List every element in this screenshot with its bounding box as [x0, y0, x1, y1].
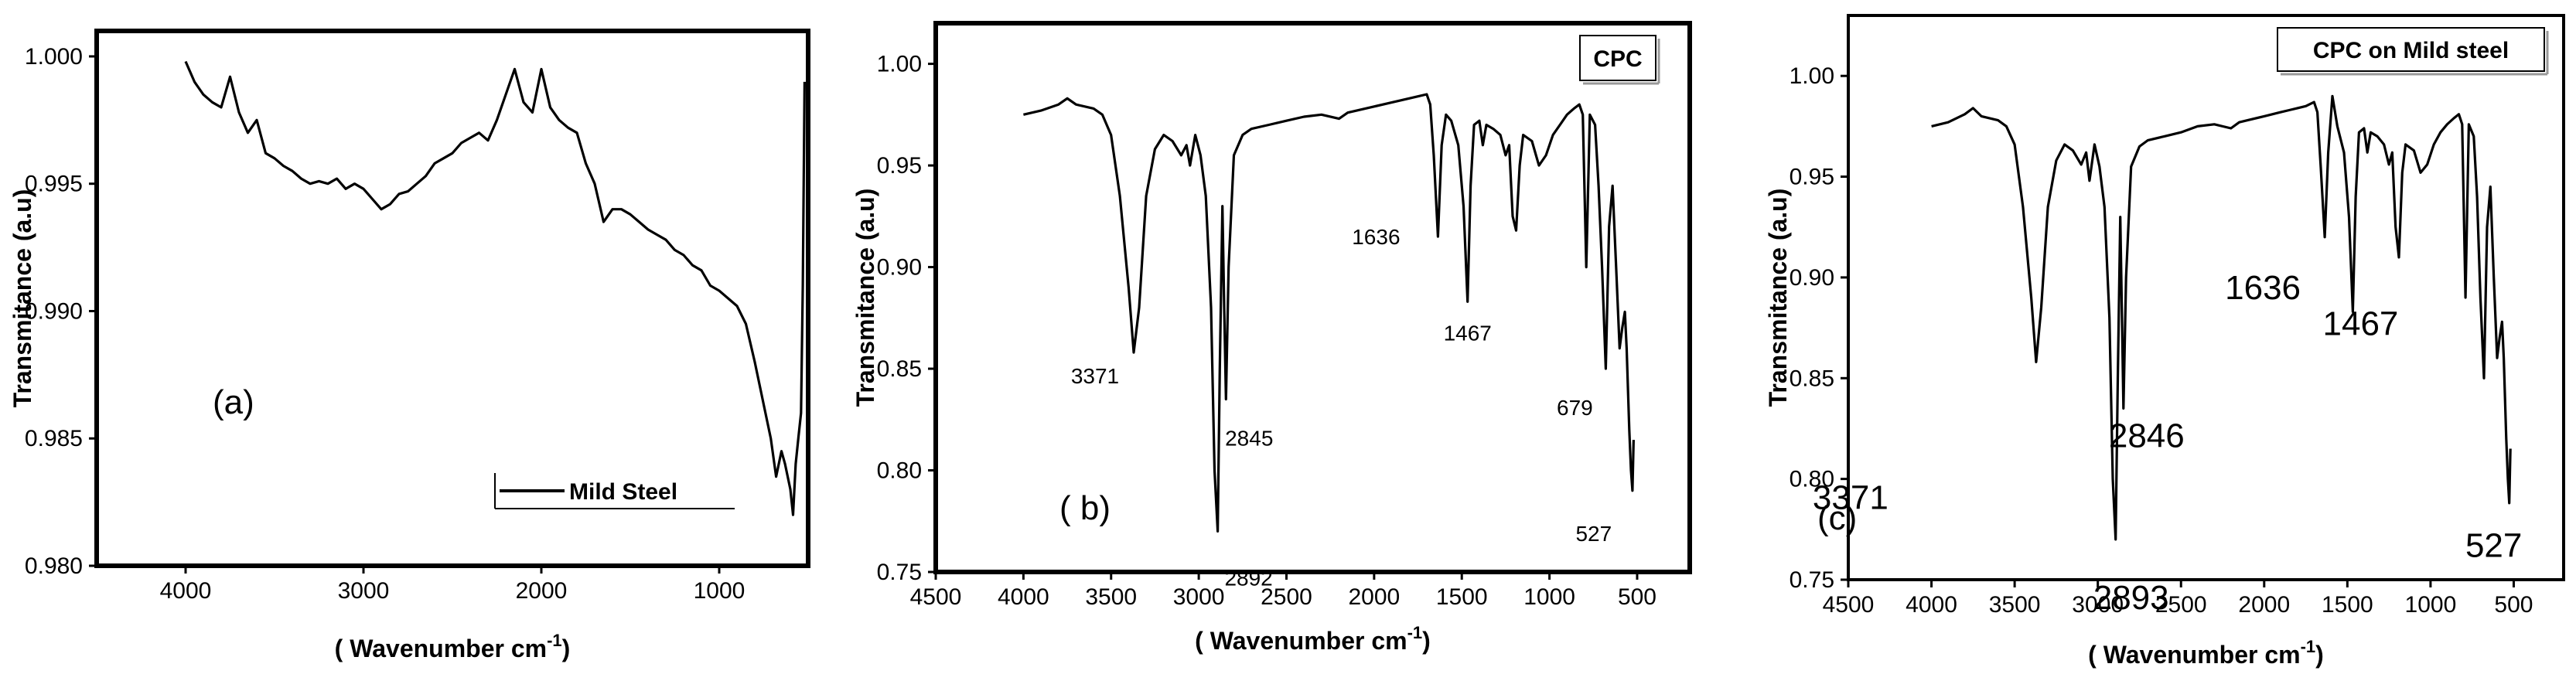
- peak-label: 1636: [1352, 225, 1400, 249]
- panel-a-chart: 4000 3000 2000 1000 0.980 0.985 0.990 0.995 1.00…: [0, 0, 827, 674]
- x-tick-label: 500: [1618, 584, 1656, 610]
- y-tick-label: 0.90: [1790, 265, 1834, 291]
- x-tick-label: 3500: [1989, 592, 2041, 618]
- peak-label: 2893: [2093, 579, 2169, 617]
- x-axis-title-main: ( Wavenumber cm: [335, 635, 547, 662]
- x-tick-label: 1000: [694, 578, 746, 604]
- x-axis-title: ( Wavenumber cm-1): [335, 631, 571, 662]
- y-tick-label: 0.75: [1790, 567, 1834, 593]
- series-line-0: [1023, 93, 1635, 533]
- y-tick-label: 1.000: [25, 44, 83, 70]
- x-tick-label: 4000: [160, 578, 212, 604]
- plot-frame: [933, 21, 1692, 574]
- y-tick-label: 0.85: [877, 356, 922, 382]
- x-tick-label: 3000: [2072, 592, 2124, 618]
- x-tick-label: 4000: [998, 584, 1049, 610]
- panel-label: (c): [1817, 499, 1857, 537]
- peak-label: 1467: [1444, 321, 1492, 345]
- x-tick-label: 2000: [516, 578, 568, 604]
- y-tick-label: 0.95: [877, 153, 922, 179]
- y-tick-label: 0.80: [1790, 467, 1834, 492]
- x-tick-label: 1500: [1436, 584, 1488, 610]
- legend-entry: CPC: [1593, 46, 1642, 72]
- panel-b-chart: 4500 4000 3500 3000 2500 2000 1500 1000 500 0.75 0…: [851, 0, 1709, 674]
- y-tick-label: 0.90: [877, 255, 922, 281]
- x-axis-title-close: ): [2315, 641, 2324, 669]
- panel-label: (a): [213, 383, 254, 421]
- peak-label: 2892: [1224, 566, 1272, 590]
- x-axis-title: ( Wavenumber cm-1): [2088, 637, 2324, 669]
- x-tick-label: 3000: [1173, 584, 1225, 610]
- x-tick-label: 1000: [2405, 592, 2457, 618]
- panel-label: ( b): [1059, 489, 1111, 527]
- x-tick-label: 4000: [1906, 592, 1957, 618]
- legend-box: [1579, 35, 1656, 81]
- y-tick-label: 0.75: [877, 560, 922, 585]
- legend-entry: CPC on Mild steel: [2313, 38, 2509, 63]
- peak-label: 3371: [1071, 364, 1119, 388]
- x-axis-title-close: ): [562, 635, 571, 662]
- panel-c-chart: 4500 4000 3500 3000 2500 2000 1500 1000 500 0.75 0…: [1725, 0, 2576, 674]
- x-tick-label: 1500: [2322, 592, 2373, 618]
- series-line-0: [184, 60, 806, 516]
- x-tick-label: 4500: [1823, 592, 1875, 618]
- x-axis-title-superscript: -1: [1407, 623, 1423, 642]
- x-tick-label: 2000: [2238, 592, 2290, 618]
- peak-label: 2845: [1225, 426, 1273, 450]
- peak-label: 679: [1557, 396, 1593, 420]
- y-tick-label: 1.00: [877, 52, 922, 77]
- x-tick-label: 4500: [910, 584, 962, 610]
- y-tick-label: 1.00: [1790, 63, 1834, 89]
- chart-2-svg: 4500 4000 3500 3000 2500 2000 1500 1000 500 0.75 0…: [1764, 14, 2565, 669]
- x-tick-label: 3500: [1085, 584, 1137, 610]
- peak-label: 3371: [1813, 478, 1888, 516]
- plot-frame: [1847, 14, 2565, 581]
- plot-frame: [94, 29, 810, 568]
- y-tick-label: 0.980: [25, 553, 83, 579]
- series-line-0: [1931, 94, 2512, 541]
- y-tick-label: 0.995: [25, 172, 83, 197]
- legend-entry: Mild Steel: [569, 479, 677, 505]
- y-axis-title: Transmitance (a.u): [9, 189, 36, 408]
- x-tick-label: 2000: [1348, 584, 1400, 610]
- y-tick-label: 0.990: [25, 298, 83, 324]
- x-axis-title-superscript: -1: [2301, 637, 2316, 656]
- legend-box: [2277, 27, 2545, 72]
- x-axis-title-main: ( Wavenumber cm: [2088, 641, 2300, 669]
- y-tick-label: 0.985: [25, 426, 83, 451]
- x-axis-title-superscript: -1: [547, 631, 562, 650]
- y-tick-label: 0.95: [1790, 165, 1834, 190]
- x-axis-title-main: ( Wavenumber cm: [1195, 627, 1407, 655]
- x-axis-title-close: ): [1422, 627, 1431, 655]
- x-tick-label: 2500: [2155, 592, 2207, 618]
- peak-label: 2846: [2109, 417, 2185, 454]
- chart-1-svg: 4500 4000 3500 3000 2500 2000 1500 1000 500 0.75 0…: [851, 21, 1692, 655]
- y-axis-title: Transmitance (a.u): [1764, 189, 1792, 407]
- y-axis-title: Transmitance (a.u): [851, 189, 879, 407]
- y-tick-label: 0.85: [1790, 366, 1834, 391]
- y-tick-label: 0.80: [877, 458, 922, 484]
- peak-label: 1636: [2225, 269, 2301, 307]
- x-tick-label: 500: [2494, 592, 2533, 618]
- x-tick-label: 3000: [338, 578, 390, 604]
- x-tick-label: 1000: [1523, 584, 1575, 610]
- peak-label: 527: [2465, 527, 2522, 565]
- x-axis-title: ( Wavenumber cm-1): [1195, 623, 1431, 655]
- x-tick-label: 2500: [1261, 584, 1312, 610]
- peak-label: 527: [1575, 522, 1612, 546]
- peak-label: 1467: [2323, 305, 2399, 342]
- chart-0-svg: 4000 3000 2000 1000 0.980 0.985 0.990 0.995 1.00…: [9, 29, 810, 662]
